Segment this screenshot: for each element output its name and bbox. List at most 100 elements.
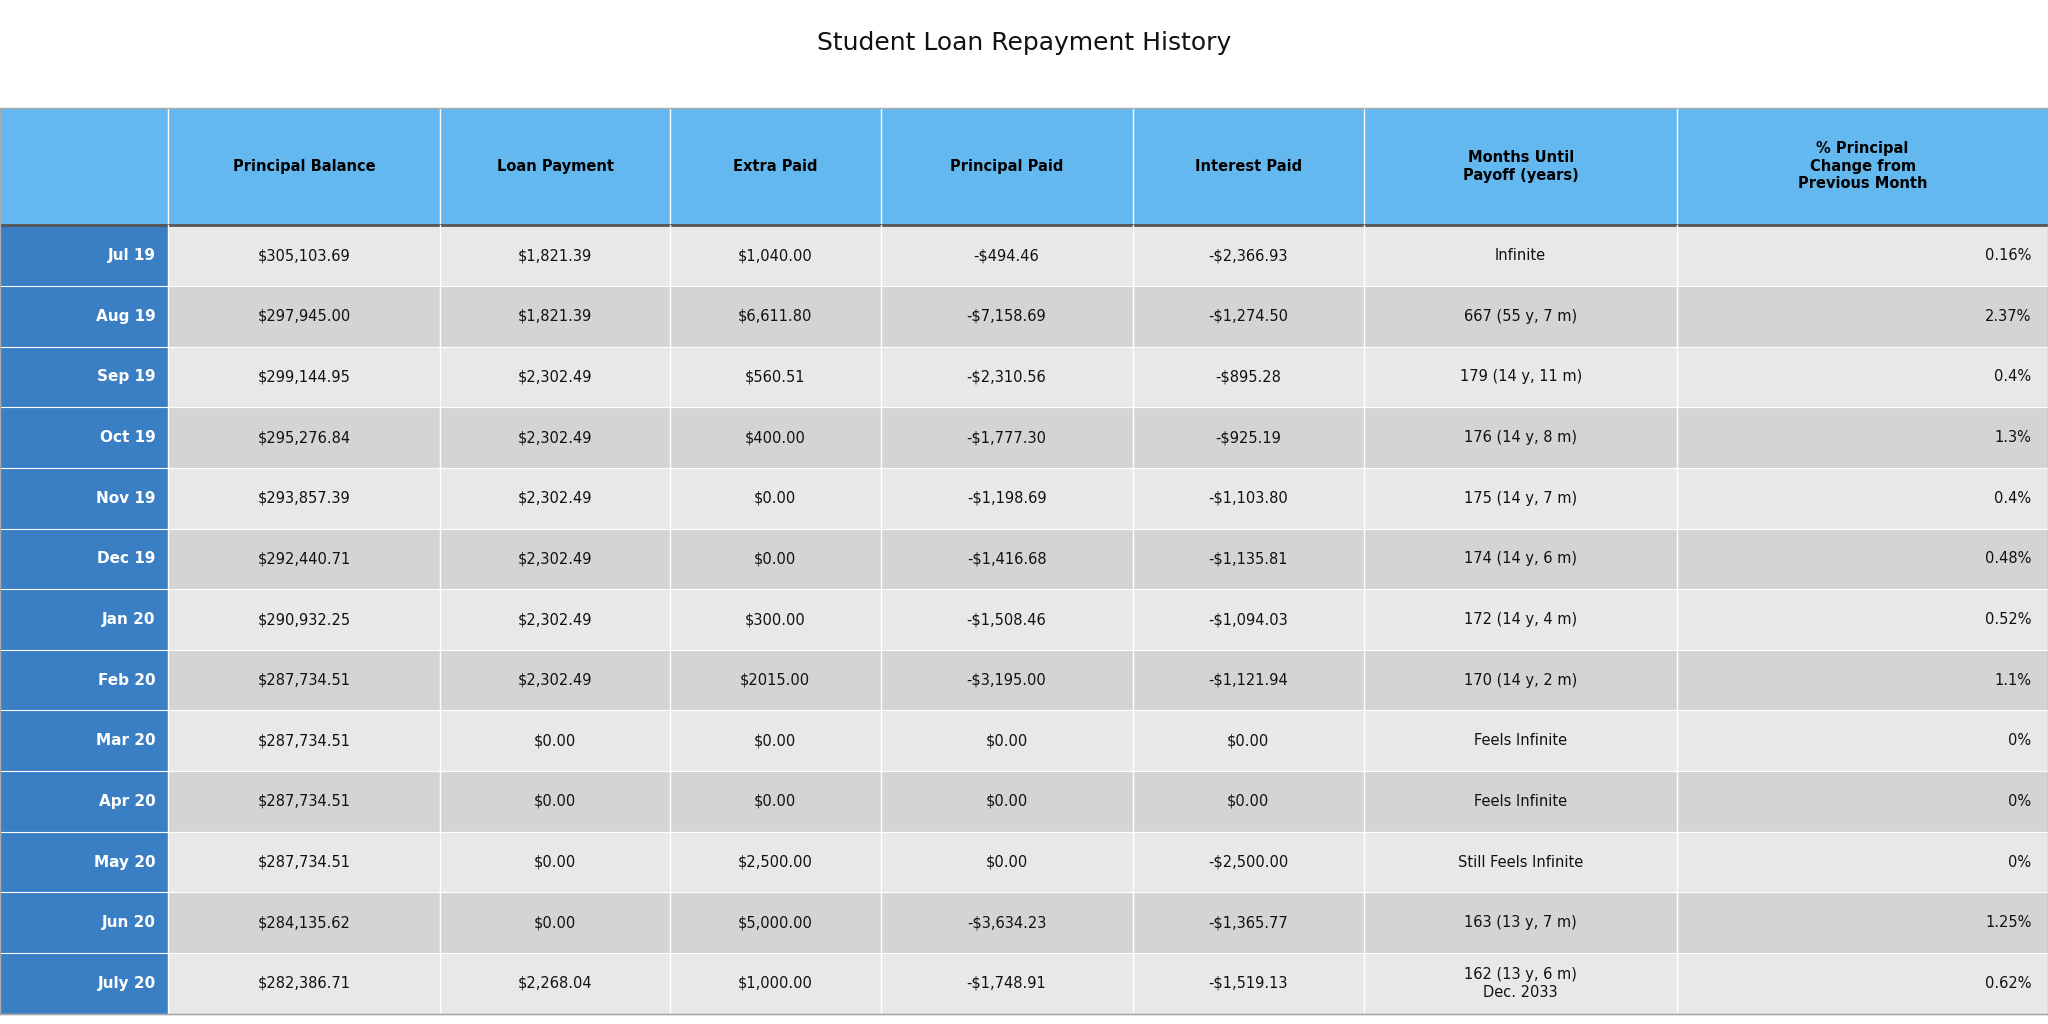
Bar bbox=[881, 528, 1133, 589]
Bar bbox=[1677, 408, 2048, 468]
Bar bbox=[1133, 108, 1364, 225]
Text: Still Feels Infinite: Still Feels Infinite bbox=[1458, 855, 1583, 869]
Bar bbox=[0, 468, 168, 528]
Bar bbox=[1133, 346, 1364, 408]
Text: -$925.19: -$925.19 bbox=[1214, 430, 1282, 445]
Text: -$2,366.93: -$2,366.93 bbox=[1208, 248, 1288, 263]
Text: $287,734.51: $287,734.51 bbox=[258, 794, 350, 809]
Text: -$7,158.69: -$7,158.69 bbox=[967, 309, 1047, 324]
Text: Extra Paid: Extra Paid bbox=[733, 159, 817, 174]
Bar bbox=[881, 893, 1133, 953]
Bar bbox=[1133, 589, 1364, 650]
Bar bbox=[0, 893, 168, 953]
Bar bbox=[1677, 286, 2048, 346]
Text: $0.00: $0.00 bbox=[985, 733, 1028, 749]
Text: -$1,135.81: -$1,135.81 bbox=[1208, 551, 1288, 566]
Text: $0.00: $0.00 bbox=[754, 490, 797, 506]
Text: -$895.28: -$895.28 bbox=[1214, 370, 1282, 384]
Bar bbox=[1677, 650, 2048, 711]
Text: $0.00: $0.00 bbox=[1227, 794, 1270, 809]
Bar bbox=[1677, 831, 2048, 893]
Bar bbox=[881, 650, 1133, 711]
Text: 1.3%: 1.3% bbox=[1995, 430, 2032, 445]
Bar bbox=[1364, 528, 1677, 589]
Bar bbox=[1364, 771, 1677, 831]
Text: 174 (14 y, 6 m): 174 (14 y, 6 m) bbox=[1464, 551, 1577, 566]
Bar bbox=[881, 771, 1133, 831]
Text: 162 (13 y, 6 m)
Dec. 2033: 162 (13 y, 6 m) Dec. 2033 bbox=[1464, 968, 1577, 999]
Text: -$1,748.91: -$1,748.91 bbox=[967, 976, 1047, 991]
Text: Sep 19: Sep 19 bbox=[96, 370, 156, 384]
Text: % Principal
Change from
Previous Month: % Principal Change from Previous Month bbox=[1798, 141, 1927, 191]
Bar bbox=[1364, 286, 1677, 346]
Bar bbox=[440, 346, 670, 408]
Text: $1,040.00: $1,040.00 bbox=[737, 248, 813, 263]
Text: 179 (14 y, 11 m): 179 (14 y, 11 m) bbox=[1460, 370, 1581, 384]
Bar bbox=[1133, 650, 1364, 711]
Text: 0.4%: 0.4% bbox=[1995, 370, 2032, 384]
Text: $2,302.49: $2,302.49 bbox=[518, 370, 592, 384]
Text: $1,000.00: $1,000.00 bbox=[737, 976, 813, 991]
Bar bbox=[0, 711, 168, 771]
Bar bbox=[168, 650, 440, 711]
Bar bbox=[1677, 108, 2048, 225]
Text: $290,932.25: $290,932.25 bbox=[258, 612, 350, 627]
Bar bbox=[0, 831, 168, 893]
Text: $6,611.80: $6,611.80 bbox=[737, 309, 813, 324]
Text: Loan Payment: Loan Payment bbox=[496, 159, 614, 174]
Text: $2,302.49: $2,302.49 bbox=[518, 612, 592, 627]
Text: $2,500.00: $2,500.00 bbox=[737, 855, 813, 869]
Bar bbox=[440, 468, 670, 528]
Text: $2,302.49: $2,302.49 bbox=[518, 490, 592, 506]
Bar bbox=[440, 650, 670, 711]
Text: Aug 19: Aug 19 bbox=[96, 309, 156, 324]
Bar bbox=[168, 528, 440, 589]
Bar bbox=[440, 953, 670, 1014]
Bar bbox=[881, 468, 1133, 528]
Text: $0.00: $0.00 bbox=[985, 794, 1028, 809]
Text: $282,386.71: $282,386.71 bbox=[258, 976, 350, 991]
Bar bbox=[0, 528, 168, 589]
Text: 667 (55 y, 7 m): 667 (55 y, 7 m) bbox=[1464, 309, 1577, 324]
Bar bbox=[0, 771, 168, 831]
Text: Feb 20: Feb 20 bbox=[98, 673, 156, 688]
Bar bbox=[1364, 589, 1677, 650]
Text: 0%: 0% bbox=[2009, 794, 2032, 809]
Text: $400.00: $400.00 bbox=[745, 430, 805, 445]
Text: 0.62%: 0.62% bbox=[1985, 976, 2032, 991]
Bar bbox=[1133, 953, 1364, 1014]
Text: Oct 19: Oct 19 bbox=[100, 430, 156, 445]
Bar bbox=[1364, 108, 1677, 225]
Bar bbox=[168, 108, 440, 225]
Text: $0.00: $0.00 bbox=[535, 915, 575, 930]
Text: $299,144.95: $299,144.95 bbox=[258, 370, 350, 384]
Bar bbox=[168, 589, 440, 650]
Text: -$1,777.30: -$1,777.30 bbox=[967, 430, 1047, 445]
Text: Feels Infinite: Feels Infinite bbox=[1475, 733, 1567, 749]
Bar bbox=[440, 831, 670, 893]
Bar bbox=[881, 286, 1133, 346]
Bar bbox=[881, 108, 1133, 225]
Bar bbox=[168, 953, 440, 1014]
Text: 2.37%: 2.37% bbox=[1985, 309, 2032, 324]
Text: Principal Balance: Principal Balance bbox=[233, 159, 375, 174]
Text: 0.52%: 0.52% bbox=[1985, 612, 2032, 627]
Text: Student Loan Repayment History: Student Loan Repayment History bbox=[817, 31, 1231, 55]
Bar bbox=[670, 286, 881, 346]
Bar bbox=[1364, 953, 1677, 1014]
Bar bbox=[1677, 893, 2048, 953]
Bar bbox=[1364, 650, 1677, 711]
Bar bbox=[1364, 711, 1677, 771]
Bar bbox=[168, 346, 440, 408]
Bar bbox=[0, 286, 168, 346]
Text: -$494.46: -$494.46 bbox=[973, 248, 1040, 263]
Bar bbox=[670, 346, 881, 408]
Text: 170 (14 y, 2 m): 170 (14 y, 2 m) bbox=[1464, 673, 1577, 688]
Bar bbox=[440, 893, 670, 953]
Bar bbox=[1677, 528, 2048, 589]
Bar bbox=[1133, 831, 1364, 893]
Text: $293,857.39: $293,857.39 bbox=[258, 490, 350, 506]
Text: $295,276.84: $295,276.84 bbox=[258, 430, 350, 445]
Bar bbox=[440, 771, 670, 831]
Bar bbox=[1133, 225, 1364, 286]
